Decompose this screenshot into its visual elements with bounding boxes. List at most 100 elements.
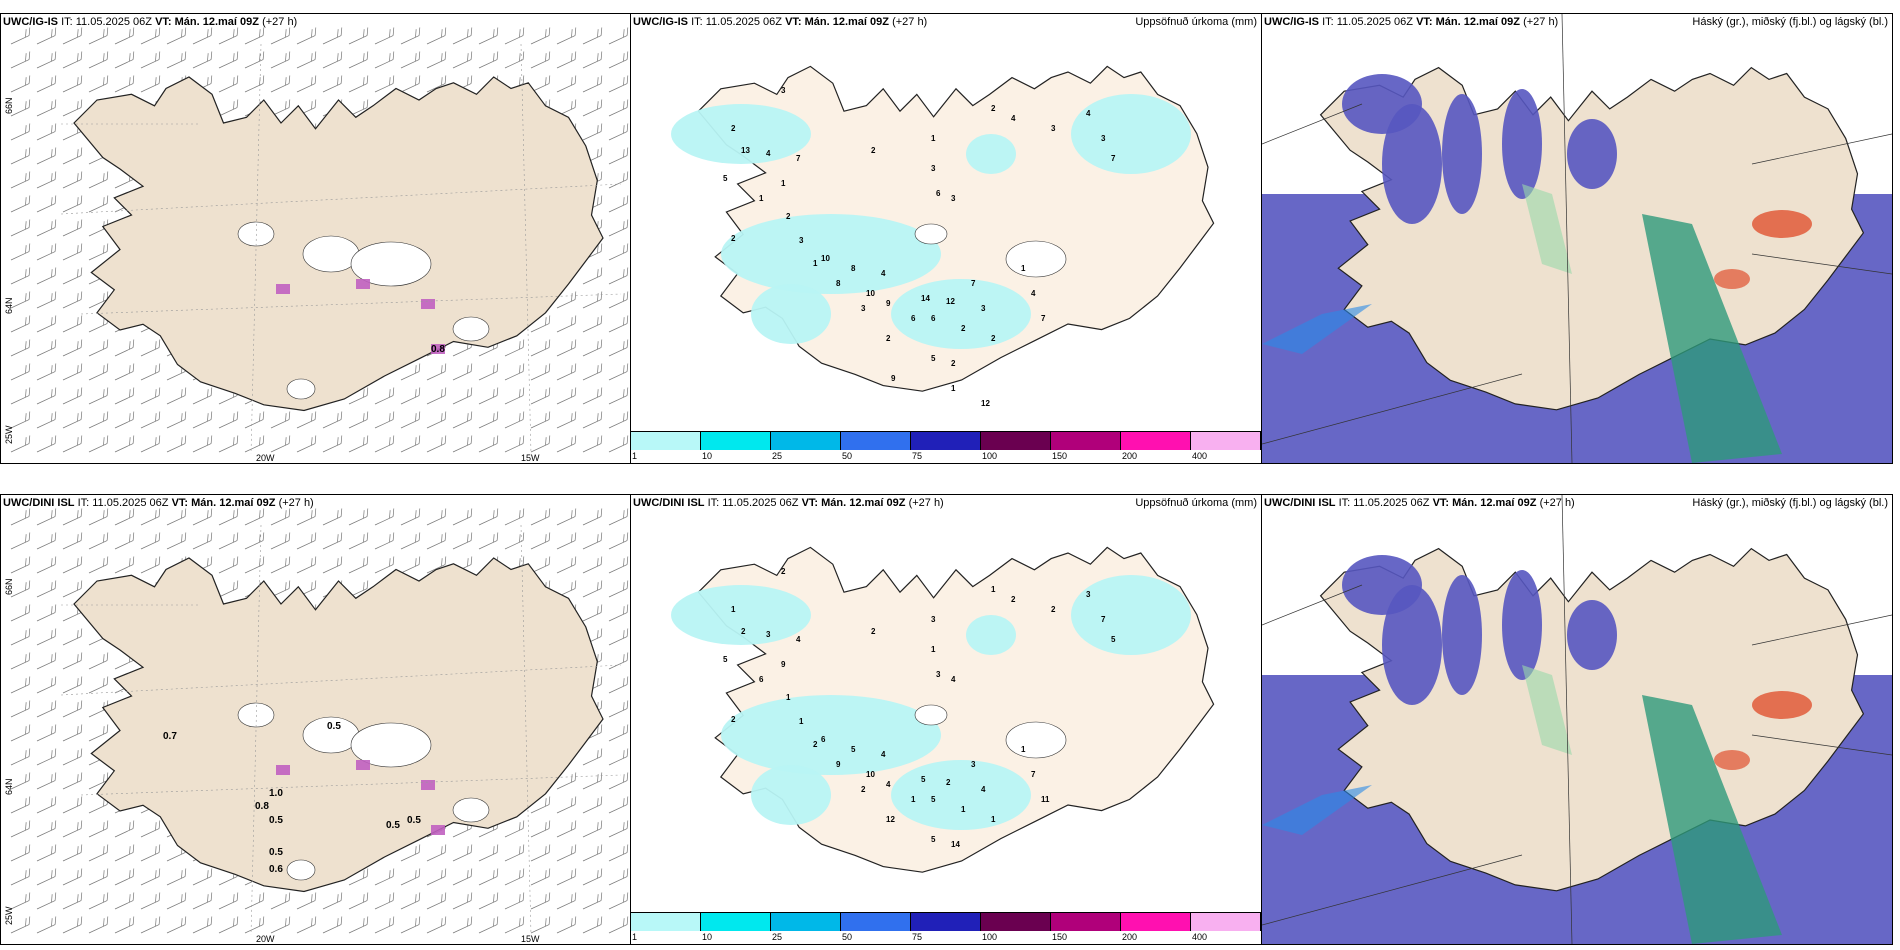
precip-area: [1071, 94, 1191, 174]
wind-barb-icon: [556, 844, 577, 862]
precip-number: 13: [741, 146, 750, 155]
wind-barb-icon: [244, 508, 265, 526]
wind-barb-icon: [400, 363, 421, 381]
colorbar-cell: 1: [631, 432, 701, 461]
precip-number: 5: [723, 174, 728, 183]
wind-barb-icon: [582, 27, 603, 45]
wind-barb-icon: [426, 916, 447, 934]
panel-wind-top: UWC/IG-IS IT: 11.05.2025 06Z VT: Mán. 12…: [0, 13, 631, 464]
wind-barb-icon: [88, 844, 109, 862]
wind-barb-icon: [478, 868, 499, 886]
wind-barb-icon: [530, 532, 551, 550]
wind-map: [1, 495, 630, 944]
wind-barb-icon: [36, 676, 57, 694]
wind-barb-icon: [36, 123, 57, 141]
wind-barb-icon: [62, 748, 83, 766]
glacier: [1005, 721, 1067, 759]
wind-barb-icon: [582, 267, 603, 285]
precip-number: 7: [971, 279, 976, 288]
wind-barb-icon: [36, 772, 57, 790]
wind-barb-icon: [270, 916, 291, 934]
precip-number: 2: [946, 778, 951, 787]
precip-number: 3: [981, 304, 986, 313]
precip-number: 8: [836, 279, 841, 288]
cloud-low: [1382, 585, 1442, 705]
wind-barb-icon: [88, 339, 109, 357]
precip-number: 1: [951, 384, 956, 393]
cloud-low: [1442, 94, 1482, 214]
wind-barb-icon: [348, 868, 369, 886]
wind-barb-icon: [426, 27, 447, 45]
wind-barb-icon: [114, 435, 135, 453]
wind-barb-icon: [62, 51, 83, 69]
wind-barb-icon: [270, 75, 291, 93]
precip-title: Uppsöfnuð úrkoma (mm): [1135, 497, 1257, 509]
wind-barb-icon: [400, 411, 421, 429]
wind-barb-icon: [36, 844, 57, 862]
colorbar-cell: 150: [1051, 432, 1121, 461]
wind-barb-icon: [88, 868, 109, 886]
glacier: [286, 378, 316, 400]
cloud-low: [1342, 74, 1422, 134]
model-name: UWC/DINI ISL: [633, 497, 705, 509]
wind-barb-icon: [478, 435, 499, 453]
wind-barb-icon: [530, 796, 551, 814]
wind-barb-icon: [608, 676, 629, 694]
wind-barb-icon: [582, 508, 603, 526]
wind-barb-icon: [374, 27, 395, 45]
wind-barb-icon: [36, 171, 57, 189]
precip-number: 1: [731, 605, 736, 614]
precip-number: 2: [813, 740, 818, 749]
wind-barb-icon: [608, 844, 629, 862]
wind-barb-icon: [218, 99, 239, 117]
wind-barb-icon: [556, 411, 577, 429]
wind-map: [1, 14, 630, 463]
wind-barb-icon: [62, 411, 83, 429]
wind-barb-icon: [114, 556, 135, 574]
colorbar-level: 1: [632, 932, 638, 942]
wind-barb-icon: [114, 339, 135, 357]
panel-header: UWC/DINI ISL IT: 11.05.2025 06Z VT: Mán.…: [3, 497, 314, 509]
cloud-title: Háský (gr.), miðský (fj.bl.) og lágský (…: [1692, 497, 1888, 509]
wind-barb-icon: [322, 411, 343, 429]
colorbar-level: 200: [1122, 451, 1138, 461]
colorbar-level: 200: [1122, 932, 1138, 942]
wind-barb-icon: [36, 267, 57, 285]
wind-barb-icon: [504, 844, 525, 862]
wind-barb-icon: [582, 315, 603, 333]
wind-barb-icon: [530, 51, 551, 69]
wind-barb-icon: [608, 147, 629, 165]
wind-barb-icon: [504, 411, 525, 429]
wind-barb-icon: [400, 556, 421, 574]
wind-barb-icon: [530, 820, 551, 838]
precip-area: [721, 214, 941, 294]
precip-number: 3: [1051, 124, 1056, 133]
precip-number: 2: [951, 359, 956, 368]
wind-barb-icon: [192, 868, 213, 886]
wind-barb-icon: [36, 700, 57, 718]
region-boundary: [1262, 103, 1363, 145]
wind-barb-icon: [608, 652, 629, 670]
precip-number: 2: [731, 234, 736, 243]
wind-barb-icon: [10, 508, 31, 526]
wind-barb-icon: [452, 435, 473, 453]
wind-barb-icon: [10, 916, 31, 934]
wind-barb-icon: [452, 51, 473, 69]
wind-barb-icon: [62, 387, 83, 405]
wind-barb-icon: [348, 51, 369, 69]
wind-barb-icon: [166, 868, 187, 886]
precip-number: 6: [821, 735, 826, 744]
precip-colorbar: 1 10 25 50 75 100 150 200 400: [631, 912, 1261, 942]
lat-label: 25W: [4, 906, 14, 925]
wind-barb-icon: [114, 27, 135, 45]
wind-barb-icon: [36, 411, 57, 429]
wind-barb-icon: [88, 556, 109, 574]
wind-barb-icon: [88, 435, 109, 453]
colorbar-cell: 75: [911, 913, 981, 942]
precip-patch: [431, 825, 445, 835]
wind-barb-icon: [322, 892, 343, 910]
precip-map: [631, 495, 1261, 925]
colorbar-level: 10: [702, 451, 713, 461]
wind-barb-icon: [10, 844, 31, 862]
wind-barb-icon: [88, 916, 109, 934]
